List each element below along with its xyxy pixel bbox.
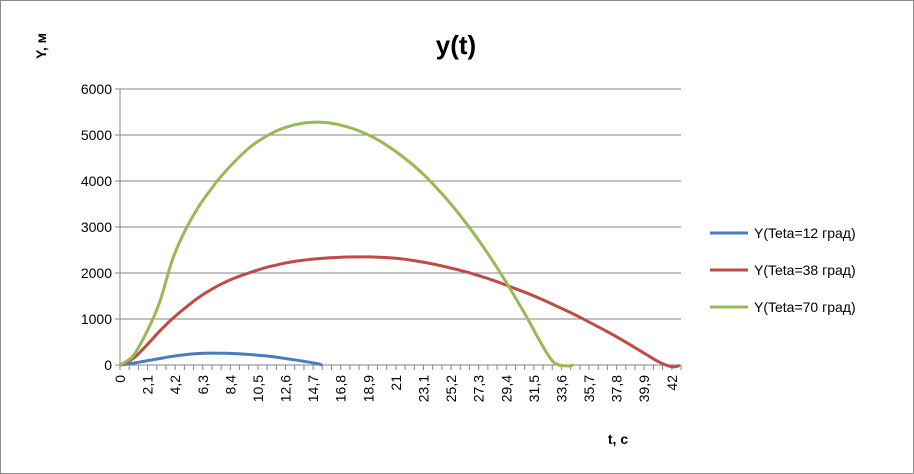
series-lines <box>119 120 681 369</box>
x-tick-label-3: 6,3 <box>195 375 211 395</box>
x-tick-label-11: 23,1 <box>415 375 431 402</box>
y-tick-label-5: 5000 <box>81 127 112 143</box>
x-tick-label-7: 14,7 <box>305 375 321 402</box>
x-tick-label-19: 39,9 <box>636 375 652 402</box>
series-line-2 <box>119 120 574 368</box>
x-tick-label-12: 25,2 <box>443 375 459 402</box>
x-tick-label-1: 2,1 <box>140 375 156 395</box>
x-tick-label-17: 35,7 <box>581 375 597 402</box>
series-line-1 <box>119 255 681 369</box>
legend-label-0: Y(Teta=12 град) <box>754 225 856 241</box>
x-tick-label-4: 8,4 <box>222 375 238 395</box>
x-tick-label-15: 31,5 <box>526 375 542 402</box>
x-tick-label-9: 18,9 <box>360 375 376 402</box>
chart-title: y(t) <box>436 30 476 60</box>
y-tick-label-4: 4000 <box>81 173 112 189</box>
y-tick-label-6: 6000 <box>81 81 112 97</box>
x-axis-title: t, c <box>608 431 628 447</box>
y-axis-title: Y, м <box>33 33 49 59</box>
gridlines <box>120 88 681 366</box>
axes: 0 1000 2000 3000 4000 5000 6000 0 2,1 4,2 6,3 8,4 10… <box>81 81 682 402</box>
x-tick-label-14: 29,4 <box>498 375 514 402</box>
legend-label-2: Y(Teta=70 град) <box>754 299 856 315</box>
series-line-0 <box>119 351 323 367</box>
x-tick-label-18: 37,8 <box>609 375 625 402</box>
y-tick-label-3: 3000 <box>81 219 112 235</box>
x-tick-label-10: 21 <box>388 375 404 391</box>
x-tick-label-5: 10,5 <box>250 375 266 402</box>
x-tick-label-0: 0 <box>112 375 128 383</box>
x-tick-label-16: 33,6 <box>553 375 569 402</box>
x-tick-label-2: 4,2 <box>167 375 183 395</box>
y-tick-label-1: 1000 <box>81 311 112 327</box>
x-tick-label-13: 27,3 <box>471 375 487 402</box>
y-tick-label-0: 0 <box>104 357 112 373</box>
y-tick-label-2: 2000 <box>81 265 112 281</box>
x-tick-label-20: 42 <box>664 375 680 391</box>
legend-label-1: Y(Teta=38 град) <box>754 262 856 278</box>
x-tick-label-6: 12,6 <box>278 375 294 402</box>
legend: Y(Teta=12 град) Y(Teta=38 град) Y(Teta=70 … <box>710 225 856 315</box>
x-tick-label-8: 16,8 <box>333 375 349 402</box>
